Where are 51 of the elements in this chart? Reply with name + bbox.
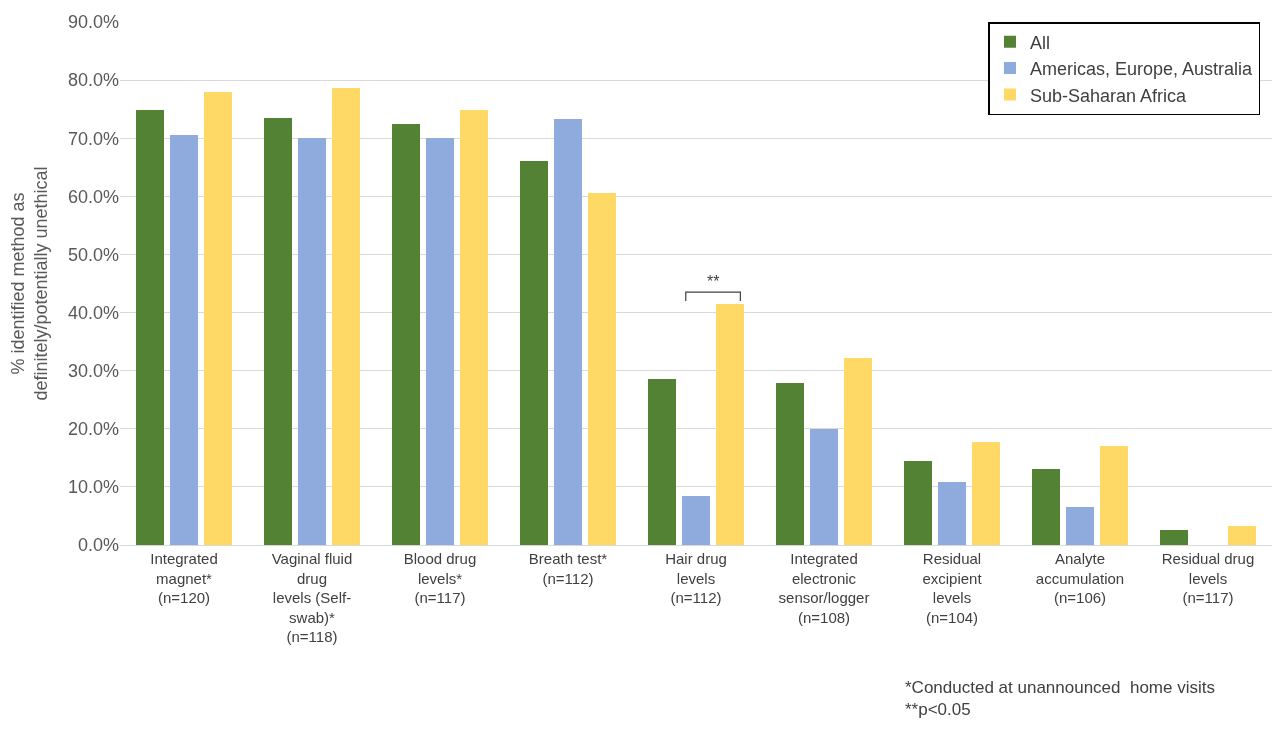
bar (136, 110, 164, 545)
x-tick-label: Breath test* (n=112) (528, 550, 608, 587)
bar (264, 118, 292, 545)
y-axis-title: % identified method as definitely/potentially unethical (7, 166, 52, 401)
bar (904, 461, 932, 545)
x-tick-label: Integrated electronic sensor/logger (n=108) (778, 550, 870, 626)
bar (426, 138, 454, 545)
y-tick-label: 20.0% (67, 419, 119, 440)
bar (716, 304, 744, 545)
bar (844, 358, 872, 545)
bar (1066, 507, 1094, 545)
bar (1228, 526, 1256, 545)
bar (1100, 446, 1128, 545)
bar (170, 135, 198, 545)
y-tick-label: 70.0% (67, 128, 119, 149)
y-tick-label: 50.0% (67, 244, 119, 265)
bar (776, 383, 804, 545)
legend-label: Americas, Europe, Australia (1029, 59, 1254, 80)
bar (392, 124, 420, 545)
y-tick-label: 40.0% (67, 302, 119, 323)
y-tick-label: 90.0% (67, 12, 119, 33)
bar (332, 88, 360, 545)
annotation: ** (707, 273, 720, 290)
bar (298, 138, 326, 545)
y-tick-label: 0.0% (77, 535, 119, 556)
x-tick-label: Blood drug levels* (n=117) (403, 550, 477, 606)
x-tick-label: Analyte accumulation (n=106) (1035, 550, 1125, 606)
bar (1032, 469, 1060, 545)
bar (204, 92, 232, 545)
legend-label: Sub-Saharan Africa (1029, 85, 1188, 106)
legend-label: All (1029, 32, 1050, 53)
x-tick-label: Residual excipient levels (n=104) (922, 550, 983, 626)
x-tick-label: Hair drug levels (n=112) (665, 550, 727, 606)
x-tick-label: Integrated magnet* (n=120) (150, 550, 218, 606)
bar (648, 379, 676, 545)
y-tick-label: 30.0% (67, 360, 119, 381)
x-tick-label: Vaginal fluid drug levels (Self- swab)* (n=118) (271, 550, 353, 645)
bar (1160, 530, 1188, 545)
bar (810, 429, 838, 545)
y-tick-label: 80.0% (67, 70, 119, 91)
y-tick-label: 60.0% (67, 186, 119, 207)
bar (520, 161, 548, 545)
bar (938, 482, 966, 545)
text: *Conducted at unannounced home visits **p<0.05 (905, 678, 1215, 720)
bar (460, 110, 488, 545)
bar (972, 442, 1000, 545)
bar (588, 193, 616, 545)
x-tick-label: Residual drug levels (n=117) (1161, 550, 1255, 606)
bar (554, 119, 582, 545)
y-tick-label: 10.0% (67, 477, 119, 498)
bar (682, 496, 710, 545)
